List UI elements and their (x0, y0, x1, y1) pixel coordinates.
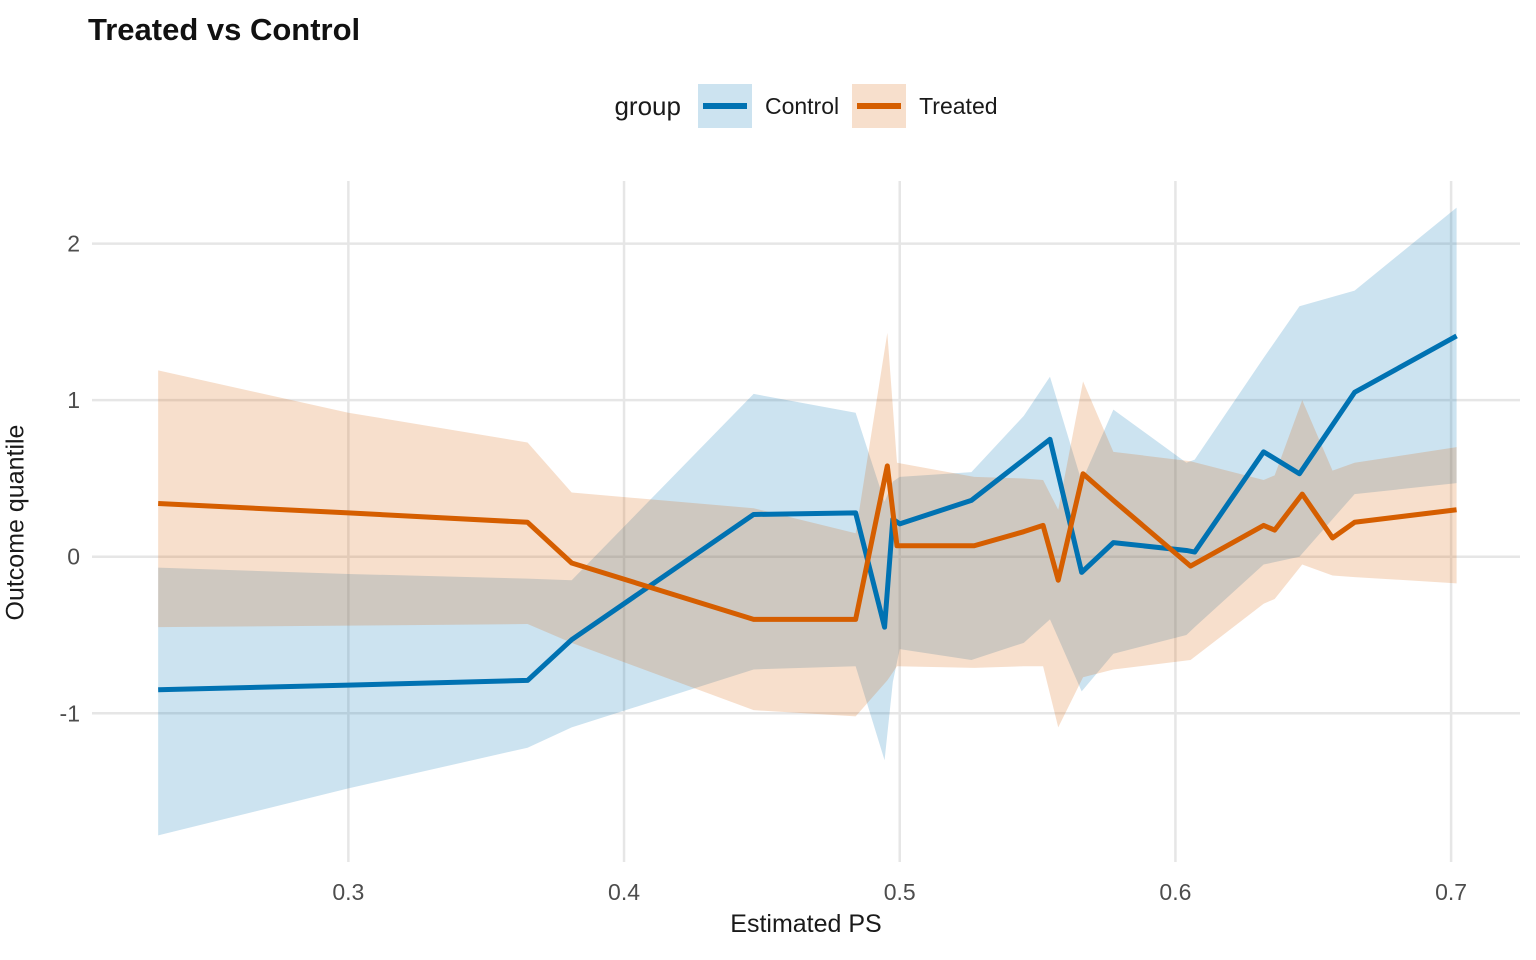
y-tick-label: -1 (60, 700, 80, 726)
legend-item-control: Control (697, 84, 840, 128)
ribbon-control (158, 207, 1457, 836)
legend-label-treated: Treated (919, 92, 998, 119)
x-tick-label: 0.7 (1435, 879, 1467, 905)
x-tick-label: 0.3 (332, 879, 364, 905)
y-tick-label: 0 (67, 544, 80, 570)
y-tick-label: 2 (67, 231, 80, 257)
x-tick-label: 0.6 (1159, 879, 1191, 905)
y-axis-title: Outcome quantile (1, 424, 30, 621)
treated-key-line-icon (857, 103, 902, 109)
y-tick-label: 1 (67, 387, 80, 413)
treated-key-swatch (852, 84, 907, 128)
control-key-line-icon (702, 103, 747, 109)
legend-title: group (614, 90, 681, 121)
chart-title: Treated vs Control (88, 12, 361, 47)
control-key-swatch (697, 84, 752, 128)
x-tick-label: 0.5 (884, 879, 916, 905)
line-control (158, 333, 1458, 693)
x-axis-title: Estimated PS (730, 910, 882, 938)
x-tick-label: 0.4 (608, 879, 640, 905)
ribbon-treated (158, 332, 1457, 728)
line-treated (158, 463, 1457, 622)
legend: group Control Treated (92, 84, 1520, 128)
legend-item-treated: Treated (852, 84, 998, 128)
legend-label-control: Control (764, 92, 840, 119)
